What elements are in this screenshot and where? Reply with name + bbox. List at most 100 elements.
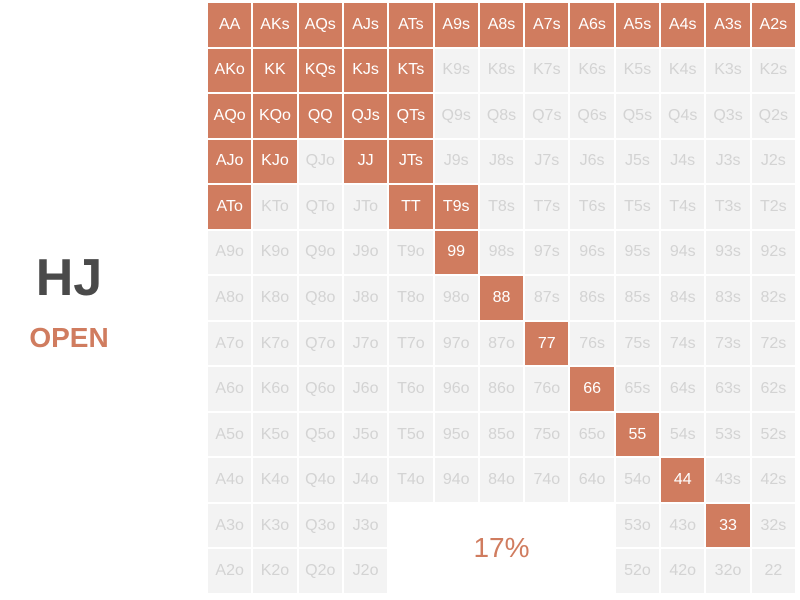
hand-cell-32o: 32o: [705, 548, 751, 594]
hand-cell-KTo: KTo: [252, 184, 298, 230]
hand-cell-A7o: A7o: [207, 320, 253, 367]
hand-cell-J7s: J7s: [524, 138, 570, 185]
range-percentage: 17%: [388, 502, 615, 594]
hand-cell-87o: 87o: [478, 320, 525, 367]
hand-cell-JTo: JTo: [342, 184, 389, 230]
hand-cell-Q8o: Q8o: [297, 275, 343, 321]
hand-range-grid: AA AKs AQs AJs ATs A9s A8s A7s A6s A5s A4s A3s A2s AK…: [207, 2, 796, 594]
hand-cell-J9s: J9s: [433, 138, 479, 185]
hand-cell-KJs: KJs: [342, 47, 389, 94]
hand-cell-64s: 64s: [660, 366, 706, 412]
hand-cell-TT: TT: [388, 184, 434, 230]
hand-cell-AJs: AJs: [342, 2, 389, 48]
hand-cell-94o: 94o: [433, 457, 479, 503]
hand-cell-99: 99: [433, 229, 479, 276]
hand-cell-84s: 84s: [660, 275, 706, 321]
hand-cell-63s: 63s: [705, 366, 751, 412]
hand-cell-KTs: KTs: [388, 47, 434, 94]
hand-cell-AQs: AQs: [297, 2, 343, 48]
hand-cell-74s: 74s: [660, 320, 706, 367]
hand-cell-J3o: J3o: [342, 502, 389, 549]
hand-cell-KJo: KJo: [252, 138, 298, 185]
hand-cell-88: 88: [478, 275, 525, 321]
hand-cell-33: 33: [705, 502, 751, 549]
hand-cell-J2o: J2o: [342, 548, 389, 594]
hand-cell-J4s: J4s: [660, 138, 706, 185]
hand-cell-44: 44: [660, 457, 706, 503]
hand-cell-Q6s: Q6s: [569, 93, 615, 139]
hand-cell-A4s: A4s: [660, 2, 706, 48]
hand-cell-86o: 86o: [478, 366, 525, 412]
hand-cell-54o: 54o: [614, 457, 661, 503]
hand-cell-53s: 53s: [705, 411, 751, 458]
position-panel: HJ OPEN: [0, 0, 138, 600]
hand-cell-42o: 42o: [660, 548, 706, 594]
hand-cell-K2s: K2s: [750, 47, 796, 94]
hand-cell-J2s: J2s: [750, 138, 796, 185]
hand-cell-A5s: A5s: [614, 2, 661, 48]
hand-cell-ATo: ATo: [207, 184, 253, 230]
hand-cell-97s: 97s: [524, 229, 570, 276]
hand-cell-77: 77: [524, 320, 570, 367]
hand-cell-Q8s: Q8s: [478, 93, 525, 139]
hand-cell-A6s: A6s: [569, 2, 615, 48]
hand-cell-85s: 85s: [614, 275, 661, 321]
hand-cell-54s: 54s: [660, 411, 706, 458]
hand-cell-JJ: JJ: [342, 138, 389, 185]
hand-cell-T6o: T6o: [388, 366, 434, 412]
hand-cell-A3s: A3s: [705, 2, 751, 48]
hand-cell-A6o: A6o: [207, 366, 253, 412]
hand-cell-J6s: J6s: [569, 138, 615, 185]
hand-cell-43o: 43o: [660, 502, 706, 549]
hand-cell-T2s: T2s: [750, 184, 796, 230]
hand-cell-64o: 64o: [569, 457, 615, 503]
hand-cell-K7s: K7s: [524, 47, 570, 94]
hand-cell-J9o: J9o: [342, 229, 389, 276]
hand-cell-Q9o: Q9o: [297, 229, 343, 276]
hand-cell-KK: KK: [252, 47, 298, 94]
hand-cell-K2o: K2o: [252, 548, 298, 594]
hand-cell-A4o: A4o: [207, 457, 253, 503]
hand-cell-A7s: A7s: [524, 2, 570, 48]
hand-cell-K6s: K6s: [569, 47, 615, 94]
hand-cell-KQo: KQo: [252, 93, 298, 139]
hand-cell-KQs: KQs: [297, 47, 343, 94]
hand-cell-K4s: K4s: [660, 47, 706, 94]
hand-cell-AQo: AQo: [207, 93, 253, 139]
hand-cell-T6s: T6s: [569, 184, 615, 230]
hand-cell-J5s: J5s: [614, 138, 661, 185]
hand-cell-Q7o: Q7o: [297, 320, 343, 367]
hand-cell-K5s: K5s: [614, 47, 661, 94]
hand-cell-K3o: K3o: [252, 502, 298, 549]
hand-cell-Q5o: Q5o: [297, 411, 343, 458]
hand-cell-43s: 43s: [705, 457, 751, 503]
hand-cell-A3o: A3o: [207, 502, 253, 549]
hand-cell-94s: 94s: [660, 229, 706, 276]
hand-cell-72s: 72s: [750, 320, 796, 367]
hand-cell-76s: 76s: [569, 320, 615, 367]
hand-cell-Q2s: Q2s: [750, 93, 796, 139]
hand-cell-A2s: A2s: [750, 2, 796, 48]
hand-cell-85o: 85o: [478, 411, 525, 458]
hand-cell-93s: 93s: [705, 229, 751, 276]
hand-cell-T4o: T4o: [388, 457, 434, 503]
hand-cell-66: 66: [569, 366, 615, 412]
hand-cell-22: 22: [750, 548, 796, 594]
hand-cell-96s: 96s: [569, 229, 615, 276]
hand-cell-AKs: AKs: [252, 2, 298, 48]
hand-cell-T9o: T9o: [388, 229, 434, 276]
hand-cell-52o: 52o: [614, 548, 661, 594]
hand-cell-K7o: K7o: [252, 320, 298, 367]
hand-cell-A8o: A8o: [207, 275, 253, 321]
hand-cell-95s: 95s: [614, 229, 661, 276]
hand-cell-97o: 97o: [433, 320, 479, 367]
hand-cell-32s: 32s: [750, 502, 796, 549]
hand-cell-T7o: T7o: [388, 320, 434, 367]
hand-cell-J4o: J4o: [342, 457, 389, 503]
hand-cell-52s: 52s: [750, 411, 796, 458]
hand-cell-75s: 75s: [614, 320, 661, 367]
hand-cell-74o: 74o: [524, 457, 570, 503]
hand-cell-Q7s: Q7s: [524, 93, 570, 139]
hand-cell-K5o: K5o: [252, 411, 298, 458]
hand-cell-T7s: T7s: [524, 184, 570, 230]
